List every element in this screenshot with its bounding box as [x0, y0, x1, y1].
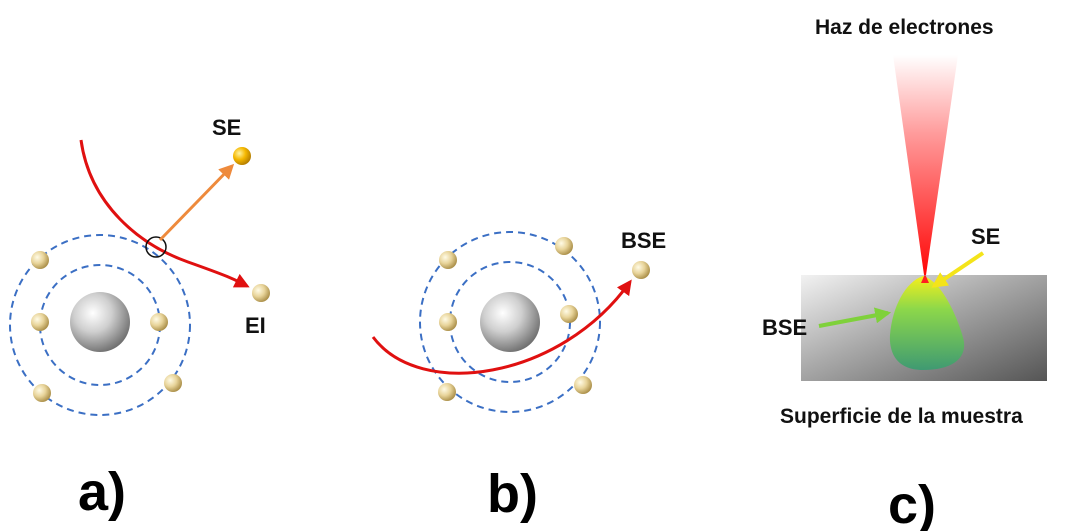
nucleus: [480, 292, 540, 352]
backscattered-electron-trajectory: [371, 279, 632, 375]
panel-c-label: c): [888, 475, 936, 531]
nucleus: [70, 292, 130, 352]
electron: [438, 383, 456, 401]
bse-label: BSE: [762, 315, 807, 340]
incident-electron-trajectory: [79, 139, 250, 288]
outer-orbit: [9, 234, 191, 416]
electron: [555, 237, 573, 255]
electron: [439, 251, 457, 269]
ei-label: EI: [245, 313, 266, 338]
beam-impact-point: [921, 274, 929, 283]
electron: [439, 313, 457, 331]
electron: [33, 384, 51, 402]
interaction-volume: [889, 276, 965, 370]
secondary-electron-arrow: [158, 163, 235, 242]
ejected-electron: [252, 284, 270, 302]
electron-beam: [893, 55, 958, 282]
orbital-electrons: [438, 237, 592, 401]
orbital-electrons: [31, 251, 182, 402]
surface-label: Superficie de la muestra: [780, 405, 1023, 428]
collision-point: [145, 236, 167, 258]
se-label: SE: [971, 224, 1000, 249]
se-arrow: [931, 251, 985, 288]
bse-label: BSE: [621, 228, 666, 253]
electron: [31, 251, 49, 269]
panel-a-label: a): [78, 462, 126, 522]
electron: [31, 313, 49, 331]
se-label: SE: [212, 115, 241, 140]
electron: [574, 376, 592, 394]
backscattered-electron: [632, 261, 650, 279]
electron: [560, 305, 578, 323]
panel-b-label: b): [487, 464, 538, 524]
electron: [150, 313, 168, 331]
panel-a: SE EI a): [9, 115, 270, 522]
panel-b: BSE b): [371, 228, 666, 524]
beam-label: Haz de electrones: [815, 16, 994, 39]
bse-arrow: [818, 307, 892, 328]
panel-c: Haz de electrones SE BSE Superficie de l…: [762, 16, 1047, 531]
electron: [164, 374, 182, 392]
outer-orbit: [419, 231, 601, 413]
secondary-electron: [233, 147, 251, 165]
